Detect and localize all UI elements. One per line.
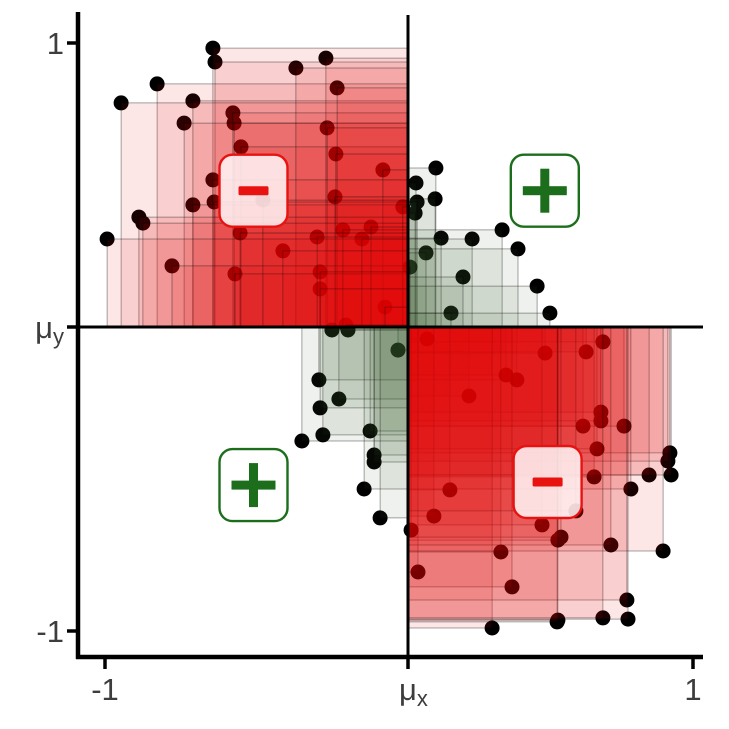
deviation-rectangle [407, 312, 551, 328]
deviation-rectangle [382, 169, 409, 328]
deviation-rectangle [370, 226, 409, 328]
deviation-rectangle [319, 271, 409, 328]
deviation-rectangle [407, 238, 473, 328]
deviation-rectangle [407, 326, 451, 491]
tick-labels-layer: 1 μy -1 -1 μx 1 [35, 26, 702, 711]
deviation-rectangle [295, 67, 409, 328]
quadrant-sign-boxes-layer [218, 153, 583, 523]
deviation-rectangle [407, 229, 503, 328]
deviation-rectangle [373, 326, 409, 463]
plus-sign-icon [540, 168, 550, 213]
minus-sign-icon [532, 477, 563, 487]
x-tick-label: μx [399, 672, 428, 711]
deviation-rectangle [407, 326, 513, 588]
deviation-rectangle [318, 326, 409, 381]
sign-box-top-left [218, 153, 289, 228]
deviation-rectangle [407, 276, 464, 328]
deviation-rectangle [407, 285, 538, 328]
deviation-rectangle [363, 326, 409, 490]
deviation-rectangle [342, 229, 409, 328]
y-tick-label: μy [35, 310, 64, 349]
sign-box-top-right [509, 153, 580, 228]
deviation-rectangle [407, 326, 671, 454]
deviation-rectangle [379, 326, 409, 519]
axes-layer [67, 12, 703, 669]
x-tick-label: 1 [684, 672, 701, 707]
deviation-rectangle [301, 326, 409, 442]
deviation-rectangle [373, 326, 409, 456]
deviation-rectangle [335, 153, 409, 328]
sign-box-bottom-left [218, 447, 289, 523]
deviation-rectangle [239, 232, 409, 328]
deviation-rectangle [262, 199, 409, 328]
sign-box-bottom-right [512, 444, 583, 520]
deviation-rectangle [407, 326, 669, 462]
minus-sign-icon [238, 186, 269, 196]
plus-sign-icon [249, 463, 258, 508]
deviation-rectangle [142, 222, 409, 328]
y-tick-label: -1 [36, 614, 64, 649]
deviation-rectangle [407, 326, 518, 381]
deviation-rectangle [407, 198, 436, 328]
deviation-rectangle [234, 273, 409, 328]
deviation-rectangle [407, 326, 502, 553]
deviation-rectangle [407, 326, 598, 450]
deviation-rectangles-layer [106, 47, 672, 629]
deviation-rectangle [407, 326, 493, 629]
y-tick-label: 1 [47, 26, 64, 61]
deviation-rectangle [407, 326, 584, 427]
deviation-rectangle [325, 57, 409, 328]
deviation-rectangle [407, 326, 602, 413]
x-tick-label: -1 [91, 672, 119, 707]
deviation-rectangle [171, 265, 409, 328]
deviation-rectangle [407, 326, 507, 376]
